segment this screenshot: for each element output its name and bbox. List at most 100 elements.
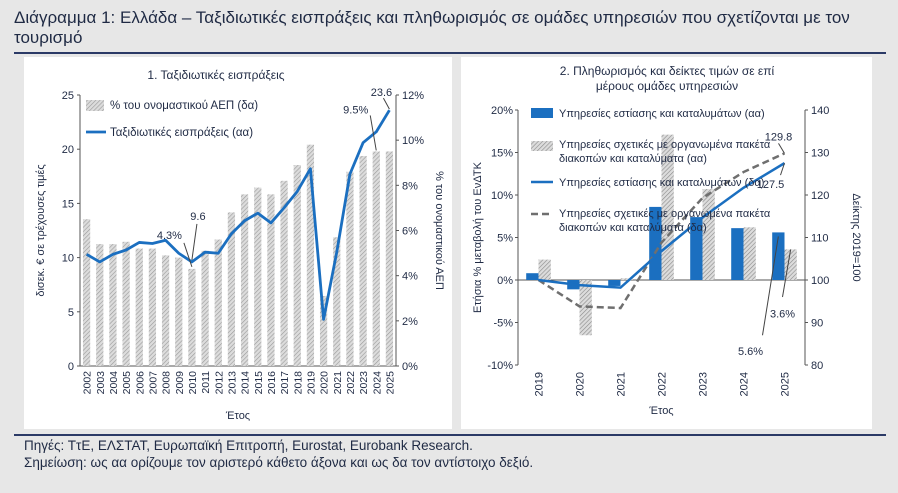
gdp-share-bar	[306, 144, 315, 366]
x-tick-label: 2020	[575, 372, 587, 396]
gdp-share-bar	[267, 194, 275, 366]
right-tick-label: 10%	[402, 135, 424, 147]
annotation-leader	[778, 143, 785, 154]
legend-swatch-package-bar	[531, 141, 553, 151]
gdp-share-bar	[109, 244, 117, 366]
gdp-share-bar	[175, 257, 183, 366]
annotation-leader	[762, 236, 779, 336]
receipts-line	[85, 109, 391, 321]
package-holidays-index-line	[537, 152, 786, 310]
x-tick-label: 2004	[108, 371, 120, 395]
gdp-share-bar	[96, 244, 104, 366]
right-tick-label: 6%	[402, 226, 418, 238]
y-left-axis-label: δισεκ. € σε τρέχουσες τιμές	[35, 164, 47, 296]
x-tick-label: 2008	[161, 371, 173, 395]
legend-label-package-line: διακοπών και καταλύματα (δα)	[559, 222, 707, 234]
catering-accommodation-bar	[526, 273, 539, 280]
package-holidays-bar	[579, 280, 592, 336]
chart-panel-services-inflation: 2. Πληθωρισμός και δείκτες τιμών σε επί μ…	[461, 57, 872, 429]
x-tick-label: 2023	[358, 371, 370, 395]
gdp-share-bar	[82, 219, 91, 366]
left-tick-label: 10%	[491, 190, 513, 202]
catering-accommodation-index-line	[538, 162, 786, 289]
footnotes: Πηγές: ΤτΕ, ΕΛΣΤΑΤ, Ευρωπαϊκή Επιτροπή, …	[24, 437, 533, 471]
gdp-share-bar	[135, 248, 143, 366]
x-tick-label: 2002	[82, 371, 94, 395]
right-tick-label: 140	[811, 105, 829, 117]
package-holidays-bar	[620, 278, 633, 280]
y-right-axis-label: Δείκτης 2019=100	[850, 193, 862, 281]
x-axis-title: Έτος	[648, 405, 673, 417]
y-left-axis-label: Ετήσια % μεταβολή του ΕνΔΤΚ	[472, 161, 484, 313]
legend-swatch-catering-bar	[531, 108, 553, 118]
left-tick-label: 15%	[491, 148, 513, 160]
x-tick-label: 2010	[187, 371, 199, 395]
x-tick-label: 2024	[371, 371, 383, 395]
legend-label-catering-line: Υπηρεσίες εστίασης και καταλυμάτων (δα)	[559, 177, 764, 189]
left-tick-label: 15	[62, 198, 74, 210]
gdp-share-bar	[188, 268, 196, 366]
gdp-share-bar	[122, 241, 130, 366]
package-holidays-bar	[702, 189, 715, 280]
annotation-label: 4.3%	[157, 230, 182, 242]
annotation-label: 3.6%	[770, 308, 795, 320]
gdp-share-bar	[254, 187, 262, 366]
x-tick-label: 2015	[253, 371, 265, 395]
right-tick-label: 4%	[402, 271, 418, 283]
gdp-share-bar	[333, 237, 341, 366]
x-axis-title: Έτος	[225, 410, 250, 422]
footer-divider	[14, 434, 886, 436]
x-tick-label: 2024	[739, 372, 751, 396]
gdp-share-bar	[293, 165, 301, 366]
gdp-share-bar	[346, 171, 354, 366]
x-tick-label: 2016	[266, 371, 278, 395]
gdp-share-bar	[201, 250, 209, 366]
right-tick-label: 12%	[402, 90, 424, 102]
annotation-label: 127.5	[757, 179, 785, 191]
legend-label-package-bar: διακοπών και καταλύματα (αα)	[559, 153, 707, 165]
x-tick-label: 2006	[134, 371, 146, 395]
x-tick-label: 2014	[240, 371, 252, 395]
x-tick-label: 2020	[319, 371, 331, 395]
tourism-receipts-chart: 1. Ταξιδιωτικές εισπράξεις05101520250%2%…	[35, 68, 445, 422]
catering-accommodation-bar	[731, 228, 744, 280]
gdp-share-bar	[148, 248, 157, 366]
x-tick-label: 2025	[780, 372, 792, 396]
gdp-share-bar	[240, 194, 249, 366]
legend-label-receipts: Ταξιδιωτικές εισπράξεις (αα)	[110, 127, 253, 139]
legend-label-gdp-share: % του ονομαστικού ΑΕΠ (δα)	[110, 100, 258, 112]
x-tick-label: 2017	[279, 371, 291, 395]
x-tick-label: 2021	[332, 371, 344, 395]
package-holidays-bar	[784, 249, 797, 280]
x-tick-label: 2022	[657, 372, 669, 396]
annotation-label: 129.8	[765, 131, 793, 143]
left-tick-label: -10%	[487, 360, 513, 372]
x-tick-label: 2022	[345, 371, 357, 395]
annotation-label: 9.6	[190, 211, 205, 223]
right-tick-label: 80	[811, 360, 823, 372]
left-tick-label: 20	[62, 144, 74, 156]
legend-label-package-bar: Υπηρεσίες σχετικές με οργανωμένα πακέτα	[559, 139, 771, 151]
right-tick-label: 100	[811, 275, 829, 287]
annotation-leader	[369, 115, 377, 151]
catering-accommodation-bar	[690, 217, 703, 280]
package-holidays-bar	[743, 227, 756, 280]
right-tick-label: 120	[811, 190, 829, 202]
annotation-label: 9.5%	[343, 104, 368, 116]
x-tick-label: 2018	[292, 371, 304, 395]
x-tick-label: 2003	[95, 371, 107, 395]
right-tick-label: 2%	[402, 316, 418, 328]
chart-panel-tourism-receipts: 1. Ταξιδιωτικές εισπράξεις 0 5 10 15 20 25 0% 2%…	[24, 57, 452, 429]
x-tick-label: 2019	[305, 371, 317, 395]
annotation-leader	[382, 97, 390, 110]
legend-swatch-gdp-share	[86, 100, 104, 111]
left-tick-label: 10	[62, 253, 74, 265]
left-tick-label: -5%	[493, 318, 513, 330]
gdp-share-bar	[161, 255, 170, 366]
left-tick-label: 25	[62, 90, 74, 102]
chart-2-title: μέρους ομάδες υπηρεσιών	[596, 79, 738, 93]
remark-note: Σημείωση: ως αα ορίζουμε τον αριστερό κά…	[24, 455, 534, 470]
package-holidays-bar	[538, 259, 551, 280]
x-tick-label: 2012	[213, 371, 225, 395]
annotation-leader	[782, 249, 792, 298]
